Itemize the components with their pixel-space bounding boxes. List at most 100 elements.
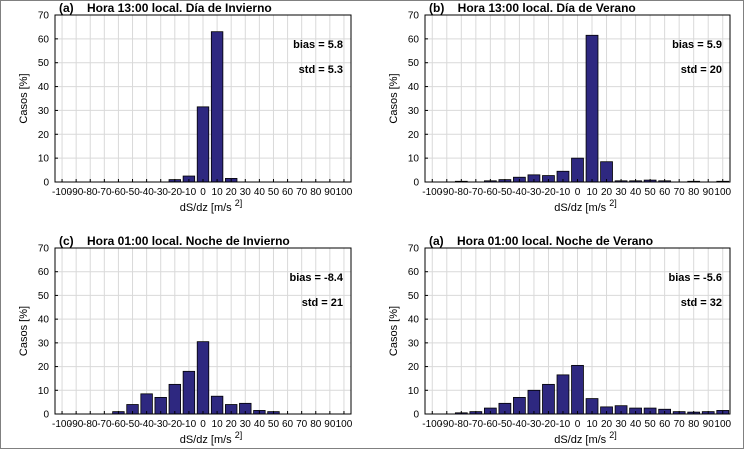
x-tick-label: 90 [324, 419, 336, 430]
x-tick-label: 80 [688, 187, 700, 198]
y-tick-label: 70 [408, 11, 420, 22]
x-tick-label: -20 [541, 187, 556, 198]
histogram-bar [182, 370, 196, 415]
y-tick-label: 70 [38, 244, 50, 255]
x-tick-label: 100 [336, 187, 353, 198]
x-tick-label: -100 [422, 187, 442, 198]
x-tick-label: -90 [440, 419, 455, 430]
x-tick-label: -70 [97, 187, 112, 198]
x-tick-label: 50 [645, 187, 657, 198]
y-tick-label: 10 [408, 154, 420, 165]
x-tick-label: -40 [139, 419, 154, 430]
x-tick-label: 20 [601, 187, 613, 198]
y-tick-label: 70 [38, 11, 50, 22]
x-tick-label: 90 [703, 419, 715, 430]
x-tick-label: -50 [125, 419, 140, 430]
y-tick-label: 40 [408, 82, 420, 93]
x-tick-label: -70 [469, 419, 484, 430]
x-tick-label: 40 [254, 187, 266, 198]
x-axis-label: dS/dz [m/s 2] [180, 198, 243, 214]
x-tick-label: -50 [498, 419, 513, 430]
x-tick-label: 10 [586, 419, 598, 430]
x-tick-label: -80 [83, 419, 98, 430]
x-tick-label: -60 [111, 419, 126, 430]
std-annotation: std = 20 [681, 64, 722, 76]
x-tick-label: 90 [703, 187, 715, 198]
y-tick-label: 60 [38, 34, 50, 45]
y-tick-label: 0 [43, 178, 49, 189]
x-tick-label: -90 [69, 419, 84, 430]
x-tick-label: -90 [440, 187, 455, 198]
x-axis-label: dS/dz [m/s 2] [554, 198, 617, 214]
x-tick-label: -70 [469, 187, 484, 198]
x-axis-label: dS/dz [m/s 2] [180, 430, 243, 446]
x-tick-label: 40 [630, 187, 642, 198]
x-tick-label: 50 [268, 419, 280, 430]
y-tick-label: 0 [413, 178, 419, 189]
x-tick-label: 30 [240, 187, 252, 198]
x-tick-label: 50 [268, 187, 280, 198]
y-tick-label: 70 [408, 244, 420, 255]
y-tick-label: 30 [38, 106, 50, 117]
std-annotation: std = 5.3 [299, 64, 343, 76]
y-tick-label: 10 [408, 386, 420, 397]
x-tick-label: -20 [168, 419, 183, 430]
x-tick-label: 70 [296, 187, 308, 198]
histogram-bar [571, 157, 584, 183]
x-tick-label: 80 [310, 419, 322, 430]
x-tick-label: -40 [139, 187, 154, 198]
x-tick-label: -10 [182, 419, 197, 430]
x-tick-label: 30 [616, 187, 628, 198]
y-tick-label: 60 [38, 267, 50, 278]
y-tick-label: 0 [43, 410, 49, 421]
bias-annotation: bias = -5.6 [668, 272, 722, 284]
x-tick-label: 90 [324, 187, 336, 198]
x-tick-label: -100 [422, 419, 442, 430]
y-axis-label: Casos [%] [388, 306, 400, 356]
x-tick-label: 60 [282, 419, 294, 430]
x-tick-label: 50 [645, 419, 657, 430]
x-axis-label: dS/dz [m/s 2] [554, 430, 617, 446]
y-tick-label: 0 [413, 410, 419, 421]
y-tick-label: 40 [408, 315, 420, 326]
y-tick-label: 30 [408, 338, 420, 349]
std-annotation: std = 21 [302, 297, 343, 309]
y-tick-label: 20 [38, 362, 50, 373]
histogram-bar [585, 34, 599, 183]
x-tick-label: 80 [688, 419, 700, 430]
histogram-bar [600, 161, 613, 183]
y-tick-label: 10 [38, 386, 50, 397]
y-tick-label: 50 [408, 58, 420, 69]
panel-title: (b) Hora 13:00 local. Día de Verano [429, 1, 636, 15]
x-tick-label: 10 [212, 187, 224, 198]
x-tick-label: -40 [512, 187, 527, 198]
histogram-bar [527, 389, 541, 415]
y-tick-label: 50 [38, 58, 50, 69]
y-tick-label: 10 [38, 154, 50, 165]
x-tick-label: 70 [674, 187, 686, 198]
x-tick-label: -60 [483, 419, 498, 430]
y-tick-label: 60 [408, 34, 420, 45]
x-tick-label: 0 [200, 187, 206, 198]
x-tick-label: -30 [153, 419, 168, 430]
x-tick-label: -30 [153, 187, 168, 198]
x-tick-label: 30 [240, 419, 252, 430]
y-axis-label: Casos [%] [18, 306, 30, 356]
bias-annotation: bias = 5.9 [672, 39, 722, 51]
x-tick-label: -70 [97, 419, 112, 430]
x-tick-label: 20 [226, 419, 238, 430]
x-tick-label: 30 [616, 419, 628, 430]
bias-annotation: bias = -8.4 [289, 272, 343, 284]
x-tick-label: 10 [586, 187, 598, 198]
y-tick-label: 50 [38, 291, 50, 302]
x-tick-label: -80 [83, 187, 98, 198]
x-tick-label: 80 [310, 187, 322, 198]
x-tick-label: -50 [125, 187, 140, 198]
histogram-bar [542, 383, 555, 415]
std-annotation: std = 32 [681, 297, 722, 309]
